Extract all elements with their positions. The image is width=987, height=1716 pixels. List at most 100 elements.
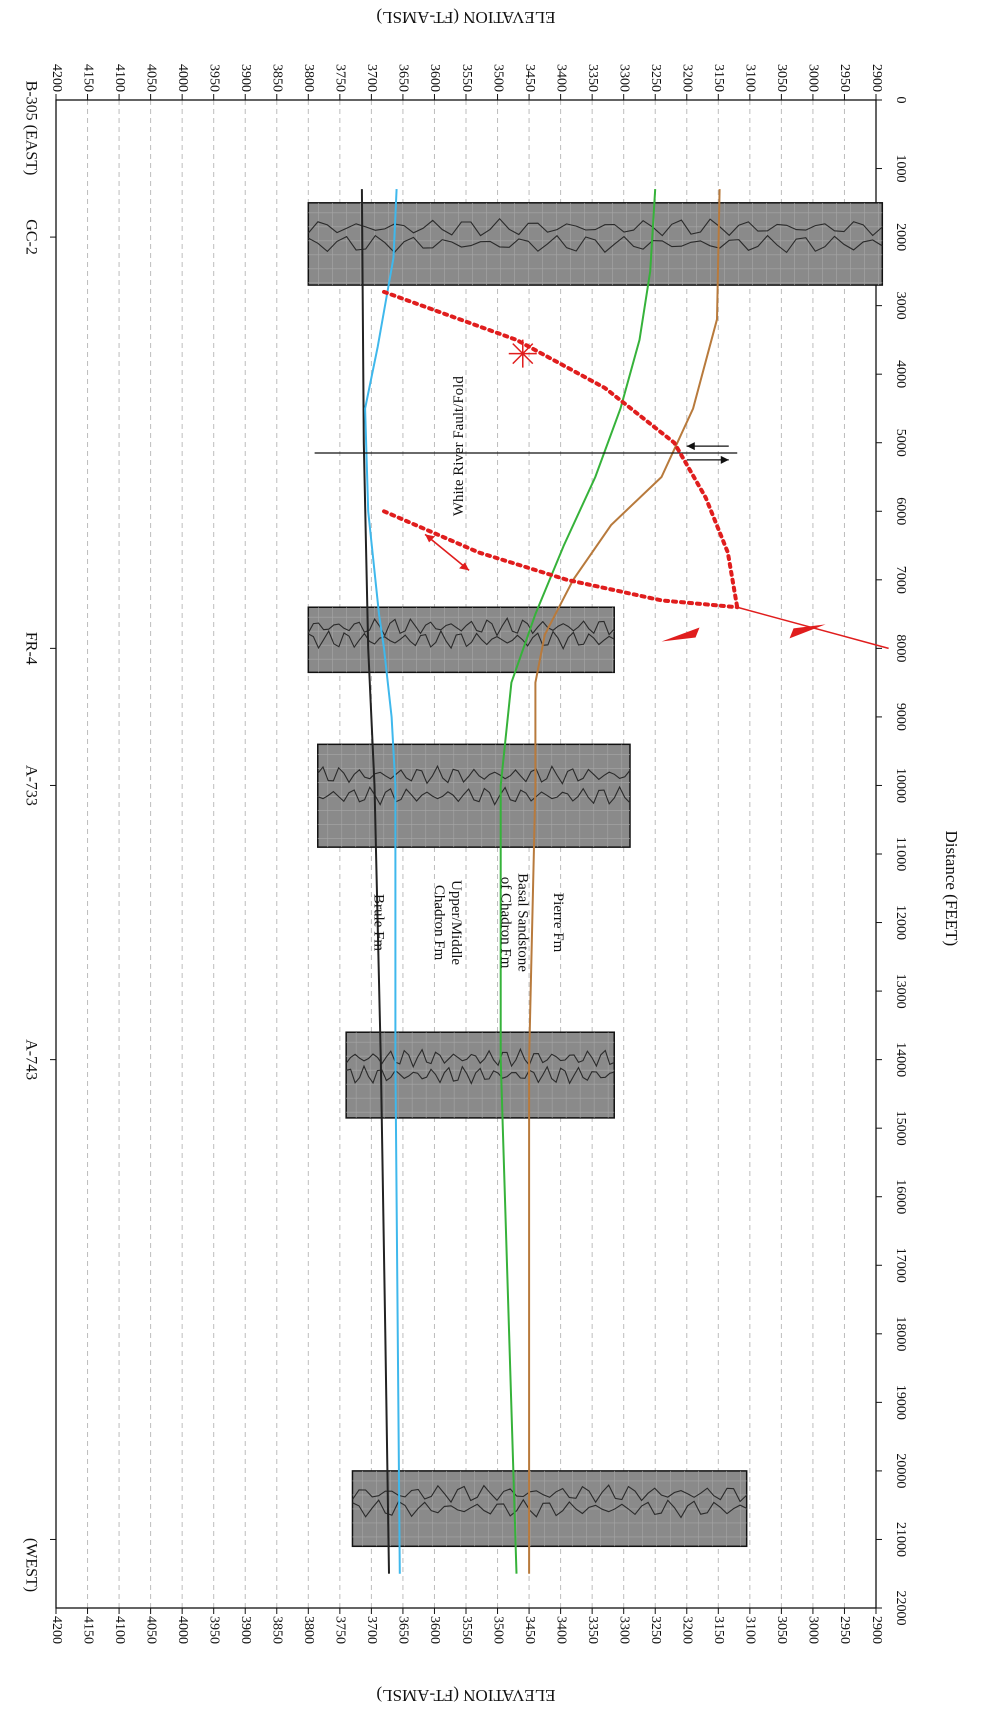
elevation-tick-label-top: 3800 <box>301 64 316 92</box>
distance-tick-label: 12000 <box>893 905 908 940</box>
well-log-panel <box>317 743 631 848</box>
elevation-tick-label-bottom: 3750 <box>333 1616 348 1644</box>
well-name-label: A-733 <box>22 765 39 806</box>
distance-tick-label: 3000 <box>893 292 908 320</box>
distance-tick-label: 1000 <box>893 155 908 183</box>
elevation-tick-label-top: 3750 <box>333 64 348 92</box>
elevation-tick-label-bottom: 3550 <box>459 1616 474 1644</box>
elevation-tick-label-bottom: 3200 <box>680 1616 695 1644</box>
fault-arrowhead <box>720 455 729 464</box>
anticline-arrow <box>424 533 470 572</box>
well-name-label: FR-4 <box>22 632 39 665</box>
labels: 2900 2900 2950 2950 3000 3000 3050 3050 3100 3100… <box>22 8 961 1705</box>
distance-tick-label: 16000 <box>893 1179 908 1214</box>
anticline-arrowhead <box>425 534 436 543</box>
elevation-tick-label-bottom: 3250 <box>648 1616 663 1644</box>
elevation-tick-label-bottom: 3350 <box>585 1616 600 1644</box>
distance-tick-label: 10000 <box>893 768 908 803</box>
elevation-tick-label-top: 4200 <box>49 64 64 92</box>
well-log-trace <box>308 234 883 254</box>
elevation-tick-label-top: 3350 <box>585 64 600 92</box>
distance-tick-label: 0 <box>893 97 908 104</box>
fault-motion-arrow <box>661 627 700 642</box>
elevation-tick-label-top: 3600 <box>427 64 442 92</box>
formation-label: Upper/Middle <box>448 880 464 965</box>
elevation-tick-label-bottom: 3700 <box>364 1616 379 1644</box>
structure-overlay <box>314 289 889 650</box>
well-name-label: GC-2 <box>22 219 39 255</box>
elevation-tick-label-bottom: 3850 <box>270 1616 285 1644</box>
elevation-tick-label-bottom: 3800 <box>301 1616 316 1644</box>
fault-arrowhead <box>686 442 695 451</box>
elevation-tick-label-top: 3950 <box>206 64 221 92</box>
well-log-panel <box>345 1031 615 1119</box>
elevation-tick-label-top: 3100 <box>743 64 758 92</box>
elevation-tick-label-top: 3250 <box>648 64 663 92</box>
elevation-tick-label-top: 3700 <box>364 64 379 92</box>
elevation-tick-label-top: 3900 <box>238 64 253 92</box>
elevation-tick-label-bottom: 2900 <box>869 1616 884 1644</box>
well-log-trace <box>346 1064 615 1085</box>
elevation-tick-label-bottom: 3500 <box>490 1616 505 1644</box>
elevation-tick-label-bottom: 3150 <box>711 1616 726 1644</box>
distance-tick-label: 19000 <box>893 1385 908 1420</box>
distance-tick-label: 6000 <box>893 497 908 525</box>
well-log-trace <box>307 217 883 237</box>
elevation-tick-label-bottom: 3000 <box>806 1616 821 1644</box>
distance-tick-label: 7000 <box>893 566 908 594</box>
well-log-b-305 <box>351 1470 748 1548</box>
elevation-tick-label-bottom: 3600 <box>427 1616 442 1644</box>
elevation-tick-label-bottom: 4050 <box>143 1616 158 1644</box>
elevation-tick-label-top: 3850 <box>270 64 285 92</box>
formation-label: Basal Sandstone <box>514 873 530 972</box>
elevation-tick-label-bottom: 4000 <box>175 1616 190 1644</box>
elevation-tick-label-top: 3050 <box>774 64 789 92</box>
elevation-axis-label-top: ELEVATION (FT-AMSL) <box>377 8 556 27</box>
fault-label: White River Fault/Fold <box>451 376 467 516</box>
well-log-gc-2 <box>307 202 884 286</box>
distance-tick-label: 17000 <box>893 1248 908 1283</box>
elevation-tick-label-bottom: 2950 <box>837 1616 852 1644</box>
distance-tick-label: 5000 <box>893 429 908 457</box>
anticline-arrowhead <box>459 562 470 571</box>
well-log-trace <box>317 764 631 785</box>
elevation-tick-label-top: 3150 <box>711 64 726 92</box>
well-log-a-733 <box>317 743 631 848</box>
well-log-trace <box>352 1484 748 1504</box>
west-label: (WEST) <box>22 1538 39 1592</box>
elevation-axis-label-bottom: ELEVATION (FT-AMSL) <box>377 1686 556 1705</box>
fold-outline-east <box>382 509 740 610</box>
elevation-tick-label-top: 4100 <box>112 64 127 92</box>
elevation-tick-label-bottom: 4200 <box>49 1616 64 1644</box>
syncline-marker <box>512 343 534 365</box>
distance-tick-label: 18000 <box>893 1316 908 1351</box>
elevation-tick-label-top: 3200 <box>680 64 695 92</box>
elevation-tick-label-bottom: 4150 <box>80 1616 95 1644</box>
elevation-tick-label-top: 3550 <box>459 64 474 92</box>
grid-lines <box>87 100 845 1608</box>
formation-line-upper-middle-chadron-fm <box>364 189 401 1574</box>
elevation-tick-label-top: 4150 <box>80 64 95 92</box>
elevation-tick-label-bottom: 3400 <box>553 1616 568 1644</box>
well-log-trace <box>352 1498 747 1519</box>
distance-tick-label: 14000 <box>893 1042 908 1077</box>
distance-tick-label: 22000 <box>893 1591 908 1626</box>
elevation-tick-label-bottom: 3950 <box>206 1616 221 1644</box>
well-log-a-743 <box>345 1031 615 1119</box>
formation-label: Chadron Fm <box>431 885 447 961</box>
plot-frame <box>50 94 882 1614</box>
well-log-trace <box>317 785 631 806</box>
fault-motion-arrow <box>789 624 826 639</box>
elevation-tick-label-top: 3400 <box>553 64 568 92</box>
distance-tick-label: 11000 <box>893 837 908 871</box>
distance-tick-label: 15000 <box>893 1111 908 1146</box>
elevation-tick-label-top: 3000 <box>806 64 821 92</box>
well-log-trace <box>308 629 615 650</box>
formation-line-brule-fm <box>360 189 390 1574</box>
distance-tick-label: 4000 <box>893 360 908 388</box>
elevation-tick-label-top: 4000 <box>175 64 190 92</box>
elevation-tick-label-top: 4050 <box>143 64 158 92</box>
elevation-tick-label-bottom: 3100 <box>743 1616 758 1644</box>
distance-tick-label: 2000 <box>893 223 908 251</box>
